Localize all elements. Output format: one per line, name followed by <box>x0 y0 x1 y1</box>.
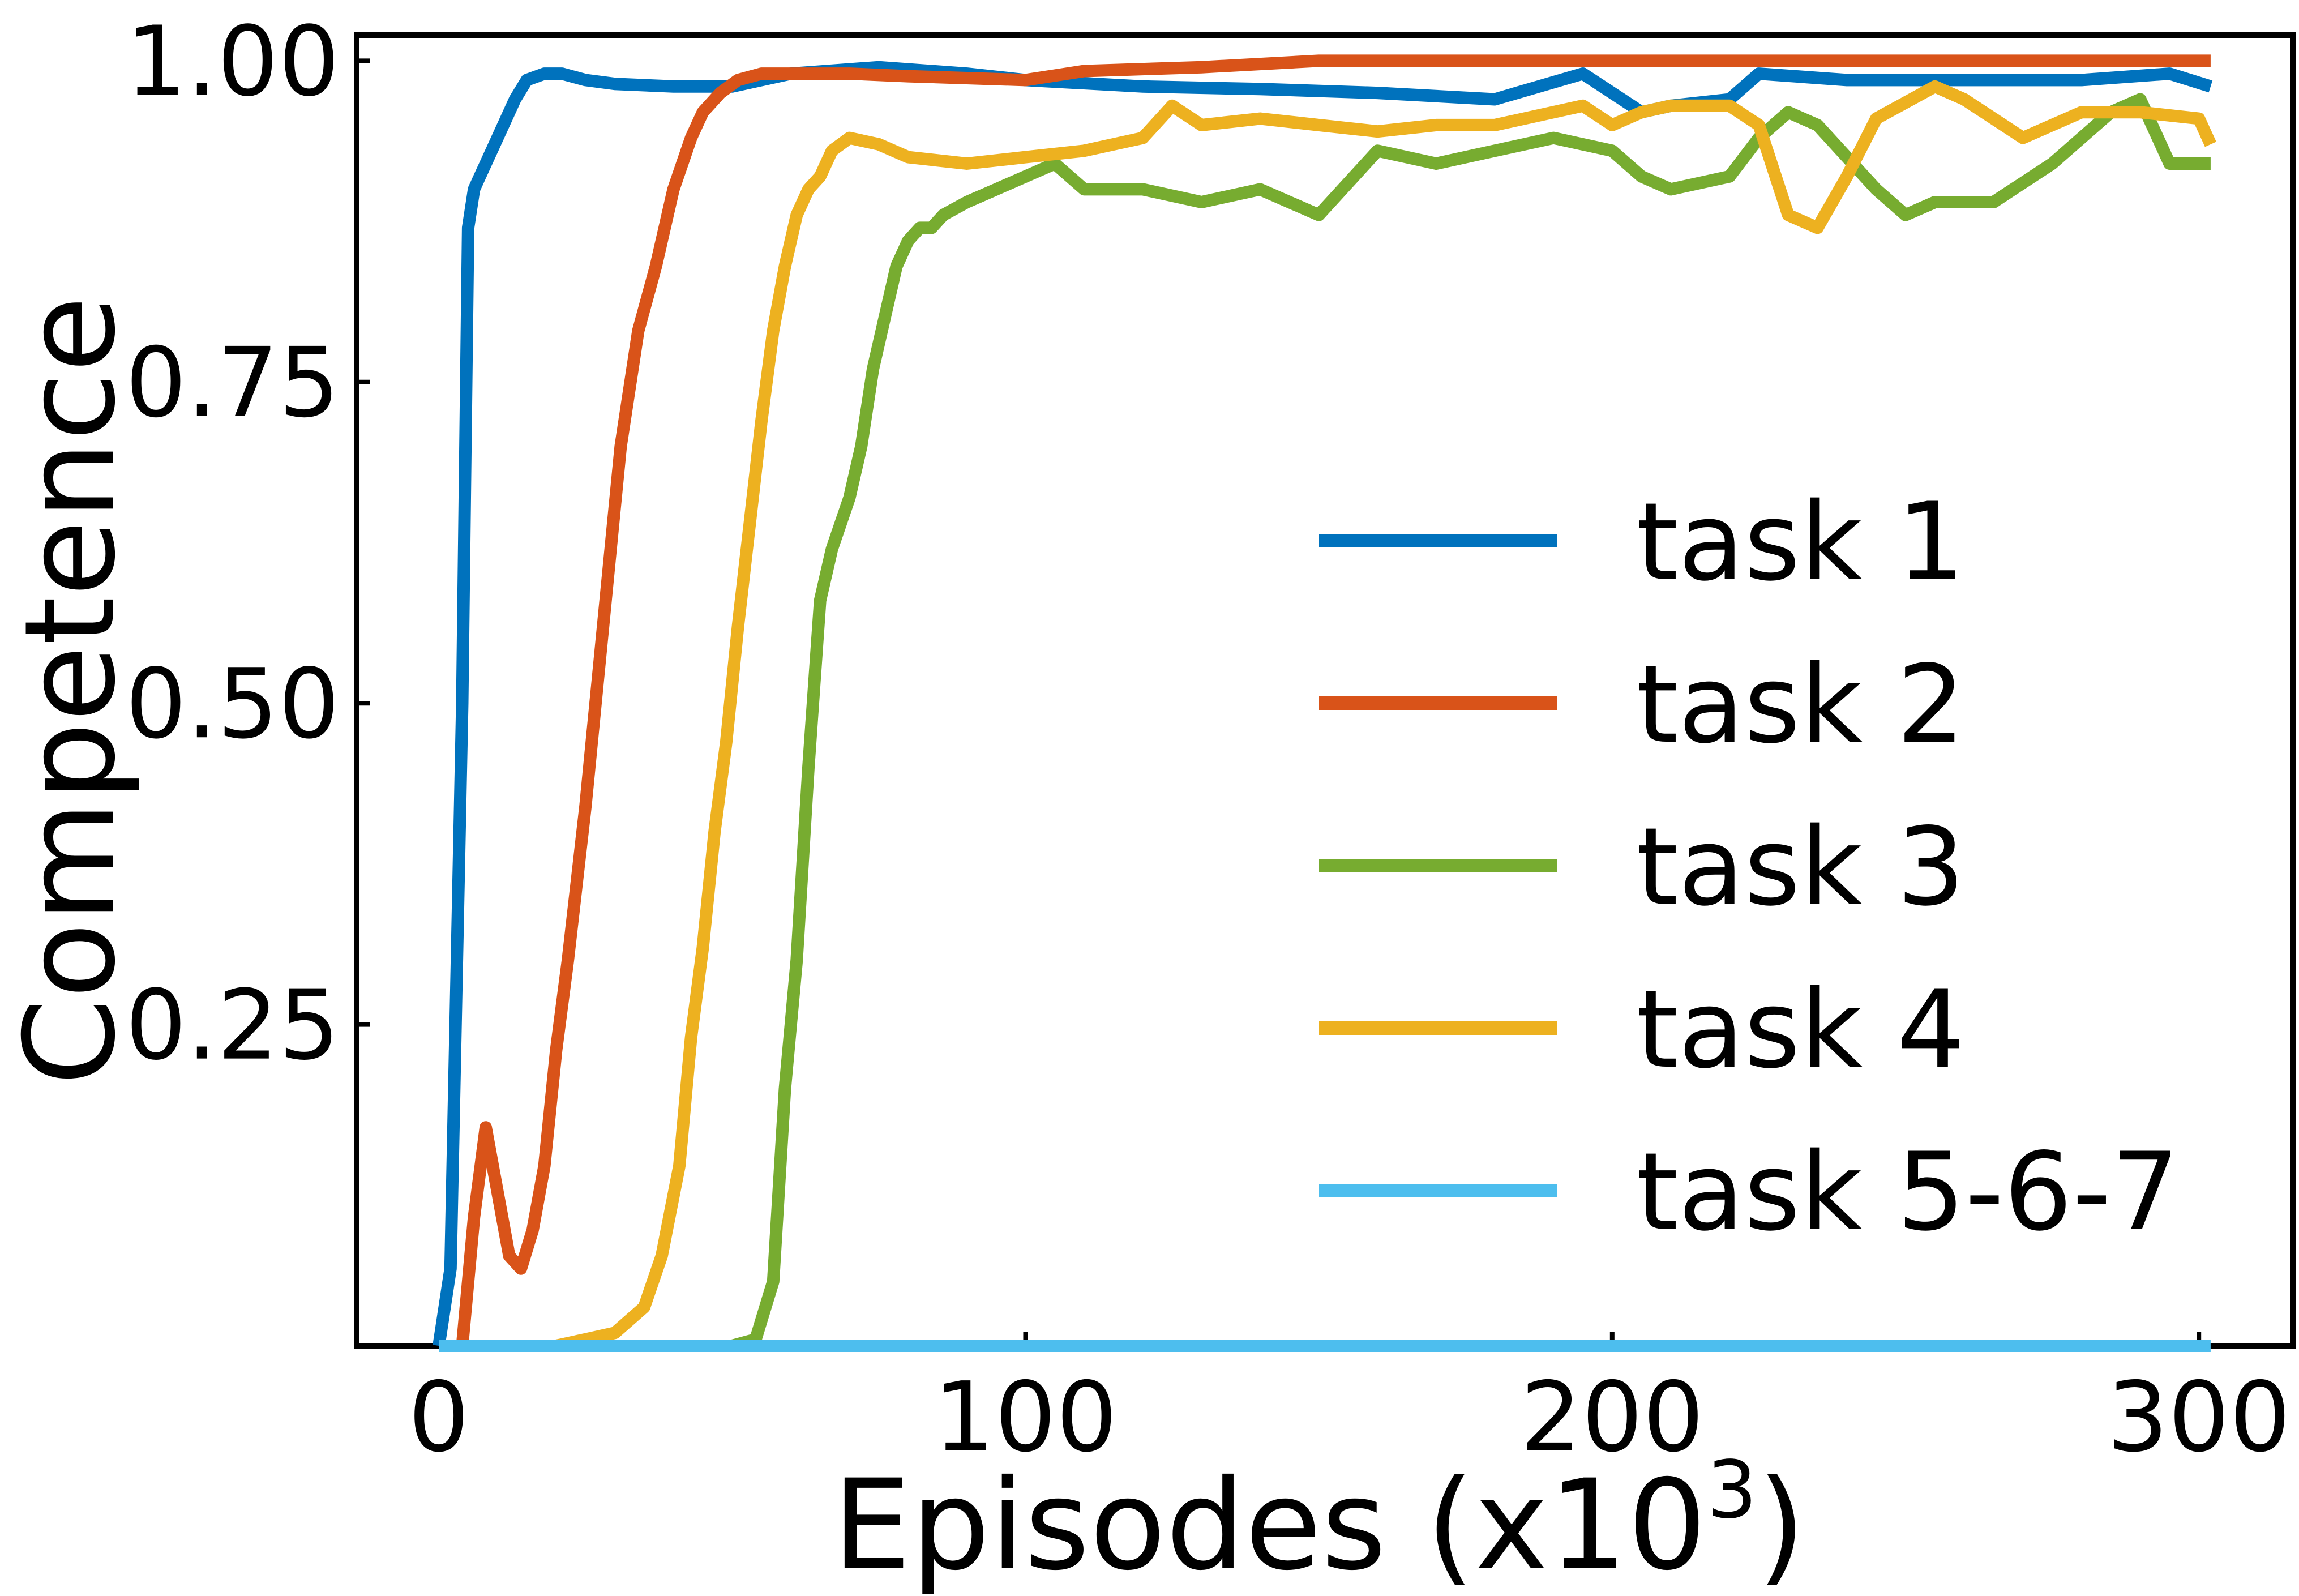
legend-label: task 5-6-7 <box>1636 1129 2180 1255</box>
x-tick-label: 0 <box>408 1362 469 1474</box>
legend: task 1 task 2 task 3 task 4 task 5-6-7 <box>1319 480 2180 1255</box>
series-layer <box>433 54 2216 1352</box>
legend-label: task 1 <box>1636 480 1965 605</box>
series-line-2 <box>456 54 2211 1347</box>
legend-label: task 3 <box>1636 805 1965 930</box>
legend-label: task 2 <box>1636 642 1965 767</box>
x-tick-label: 200 <box>1521 1362 1704 1474</box>
y-tick-label: 0.50 <box>125 648 340 760</box>
axis-ticks: 0 100 200 300 0.25 0.50 0.75 1.00 <box>125 6 2291 1474</box>
y-tick-label: 0.75 <box>125 327 340 439</box>
series-line-4 <box>555 80 2216 1352</box>
x-tick-label: 100 <box>934 1362 1117 1474</box>
y-tick-label: 0.25 <box>125 970 340 1082</box>
legend-label: task 4 <box>1636 967 1965 1092</box>
y-axis-title: Competence <box>0 296 143 1086</box>
x-tick-label: 300 <box>2107 1362 2291 1474</box>
x-axis-title: Episodes (x103) <box>832 1444 1805 1596</box>
x-axis-title-suffix: ) <box>1757 1453 1806 1596</box>
y-tick-label: 1.00 <box>125 6 340 118</box>
x-axis-title-main: Episodes (x10 <box>832 1453 1707 1596</box>
x-axis-title-superscript: 3 <box>1707 1444 1757 1537</box>
series-line-3 <box>730 93 2211 1352</box>
